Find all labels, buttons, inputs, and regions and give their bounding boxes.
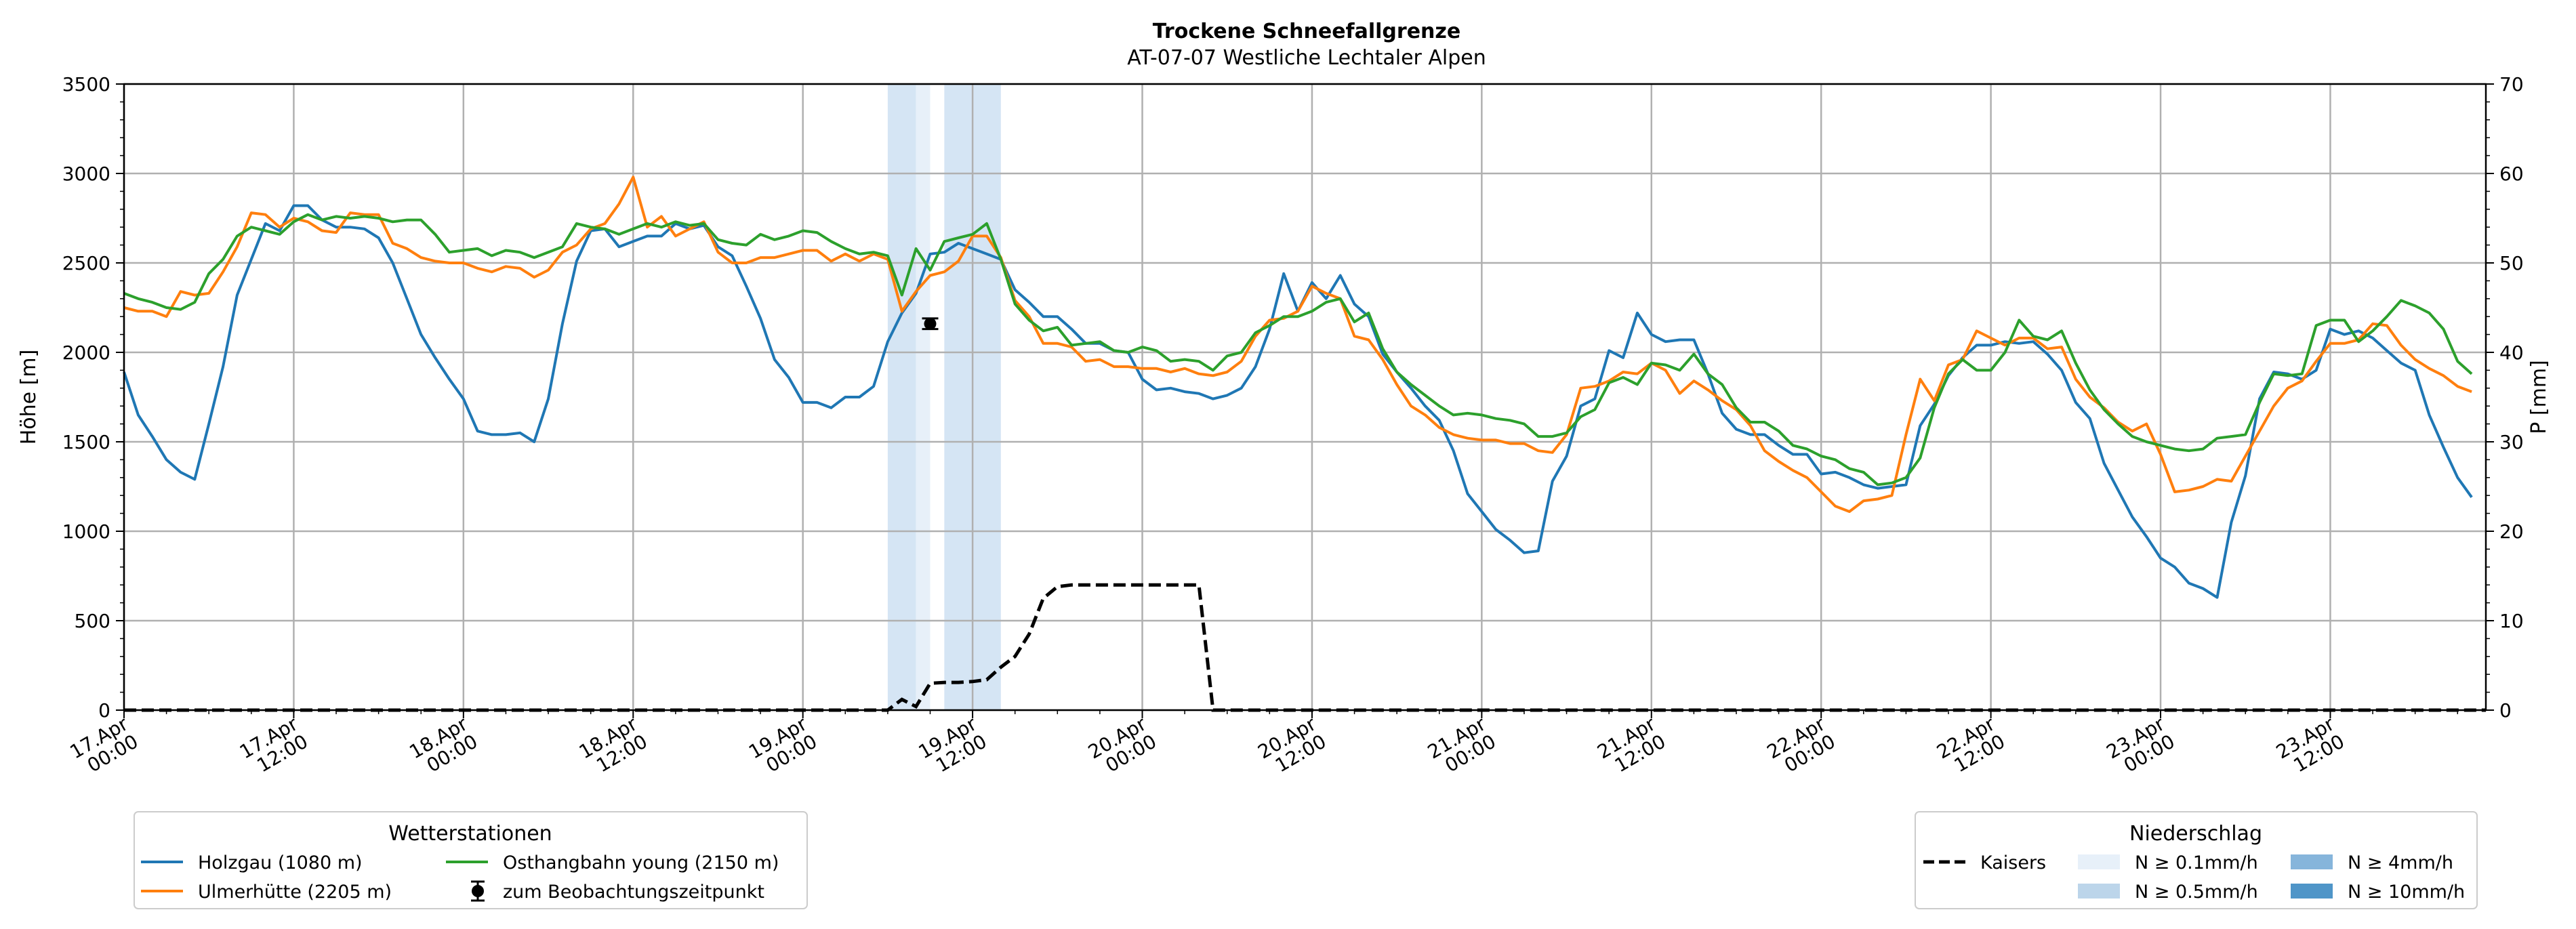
legend-stations: Wetterstationen Holzgau (1080 m) Osthangba…	[134, 811, 808, 909]
legend-stations-item: zum Beobachtungszeitpunkt	[503, 882, 764, 903]
precipitation-line	[124, 583, 2486, 712]
y-tick-label: 1000	[62, 520, 110, 543]
observation-layer	[922, 317, 939, 331]
y2-tick-label: 60	[2499, 163, 2524, 185]
legend-patch-swatch	[2291, 884, 2333, 899]
y2-tick-label: 30	[2499, 431, 2524, 453]
series-line-1	[123, 204, 2473, 599]
chart-title: Trockene Schneefallgrenze	[1153, 20, 1460, 43]
y2-axis-label: P [mm]	[2527, 360, 2551, 434]
legend-precip-item: Kaisers	[1980, 852, 2046, 873]
y2-tick-label: 50	[2499, 252, 2524, 274]
legend-patch-swatch	[2291, 854, 2333, 869]
axes: 0 500 1000 1500 2000 2500 3000 3500 0 10 20 30 40 50 6…	[62, 73, 2524, 777]
y-tick-label: 0	[98, 699, 110, 722]
legend-precip-item: N ≥ 0.5mm/h	[2135, 882, 2258, 903]
series-line-3	[123, 213, 2473, 487]
y-tick-label: 2000	[62, 342, 110, 364]
y-tick-label: 3000	[62, 163, 110, 185]
y-tick-label: 2500	[62, 252, 110, 274]
y-tick-label: 500	[75, 610, 110, 632]
legend-stations-item: Ulmerhütte (2205 m)	[198, 882, 392, 903]
y2-tick-label: 70	[2499, 73, 2524, 96]
observation-point	[924, 317, 937, 330]
precipitation-bands	[887, 84, 1001, 710]
series-line-2	[123, 176, 2472, 513]
legend-errorbar-dot	[472, 885, 484, 897]
legend-precip-box	[1915, 811, 2478, 909]
legend-patch-swatch	[2078, 854, 2120, 869]
precip-band-0	[887, 84, 916, 710]
plot-frame	[123, 83, 2487, 711]
legend-patch-swatch	[2078, 884, 2120, 899]
legend-stations-title: Wetterstationen	[388, 822, 552, 846]
y-axis-label: Höhe [m]	[17, 350, 41, 445]
y-tick-label: 1500	[62, 431, 110, 453]
y2-tick-label: 40	[2499, 342, 2524, 364]
chart-subtitle: AT-07-07 Westliche Lechtaler Alpen	[1127, 46, 1486, 70]
precip-band-1	[916, 84, 931, 710]
series-layer	[123, 176, 2486, 712]
legend-precip-item: N ≥ 0.1mm/h	[2135, 852, 2258, 873]
legend-stations-box	[134, 811, 808, 909]
legend-stations-item: Osthangbahn young (2150 m)	[503, 852, 779, 873]
legend-stations-item: Holzgau (1080 m)	[198, 852, 363, 873]
y2-tick-label: 0	[2499, 699, 2512, 722]
legend-precip-item: N ≥ 4mm/h	[2348, 852, 2453, 873]
legend-precipitation: Niederschlag Kaisers N ≥ 0.1mm/h N ≥ 0.5mm/…	[1915, 811, 2478, 909]
legend-precip-title: Niederschlag	[2129, 822, 2262, 846]
y2-tick-label: 10	[2499, 610, 2524, 632]
y-tick-label: 3500	[62, 73, 110, 96]
legend-precip-item: N ≥ 10mm/h	[2348, 882, 2465, 903]
y2-tick-label: 20	[2499, 520, 2524, 543]
grid-lines	[123, 83, 2486, 711]
